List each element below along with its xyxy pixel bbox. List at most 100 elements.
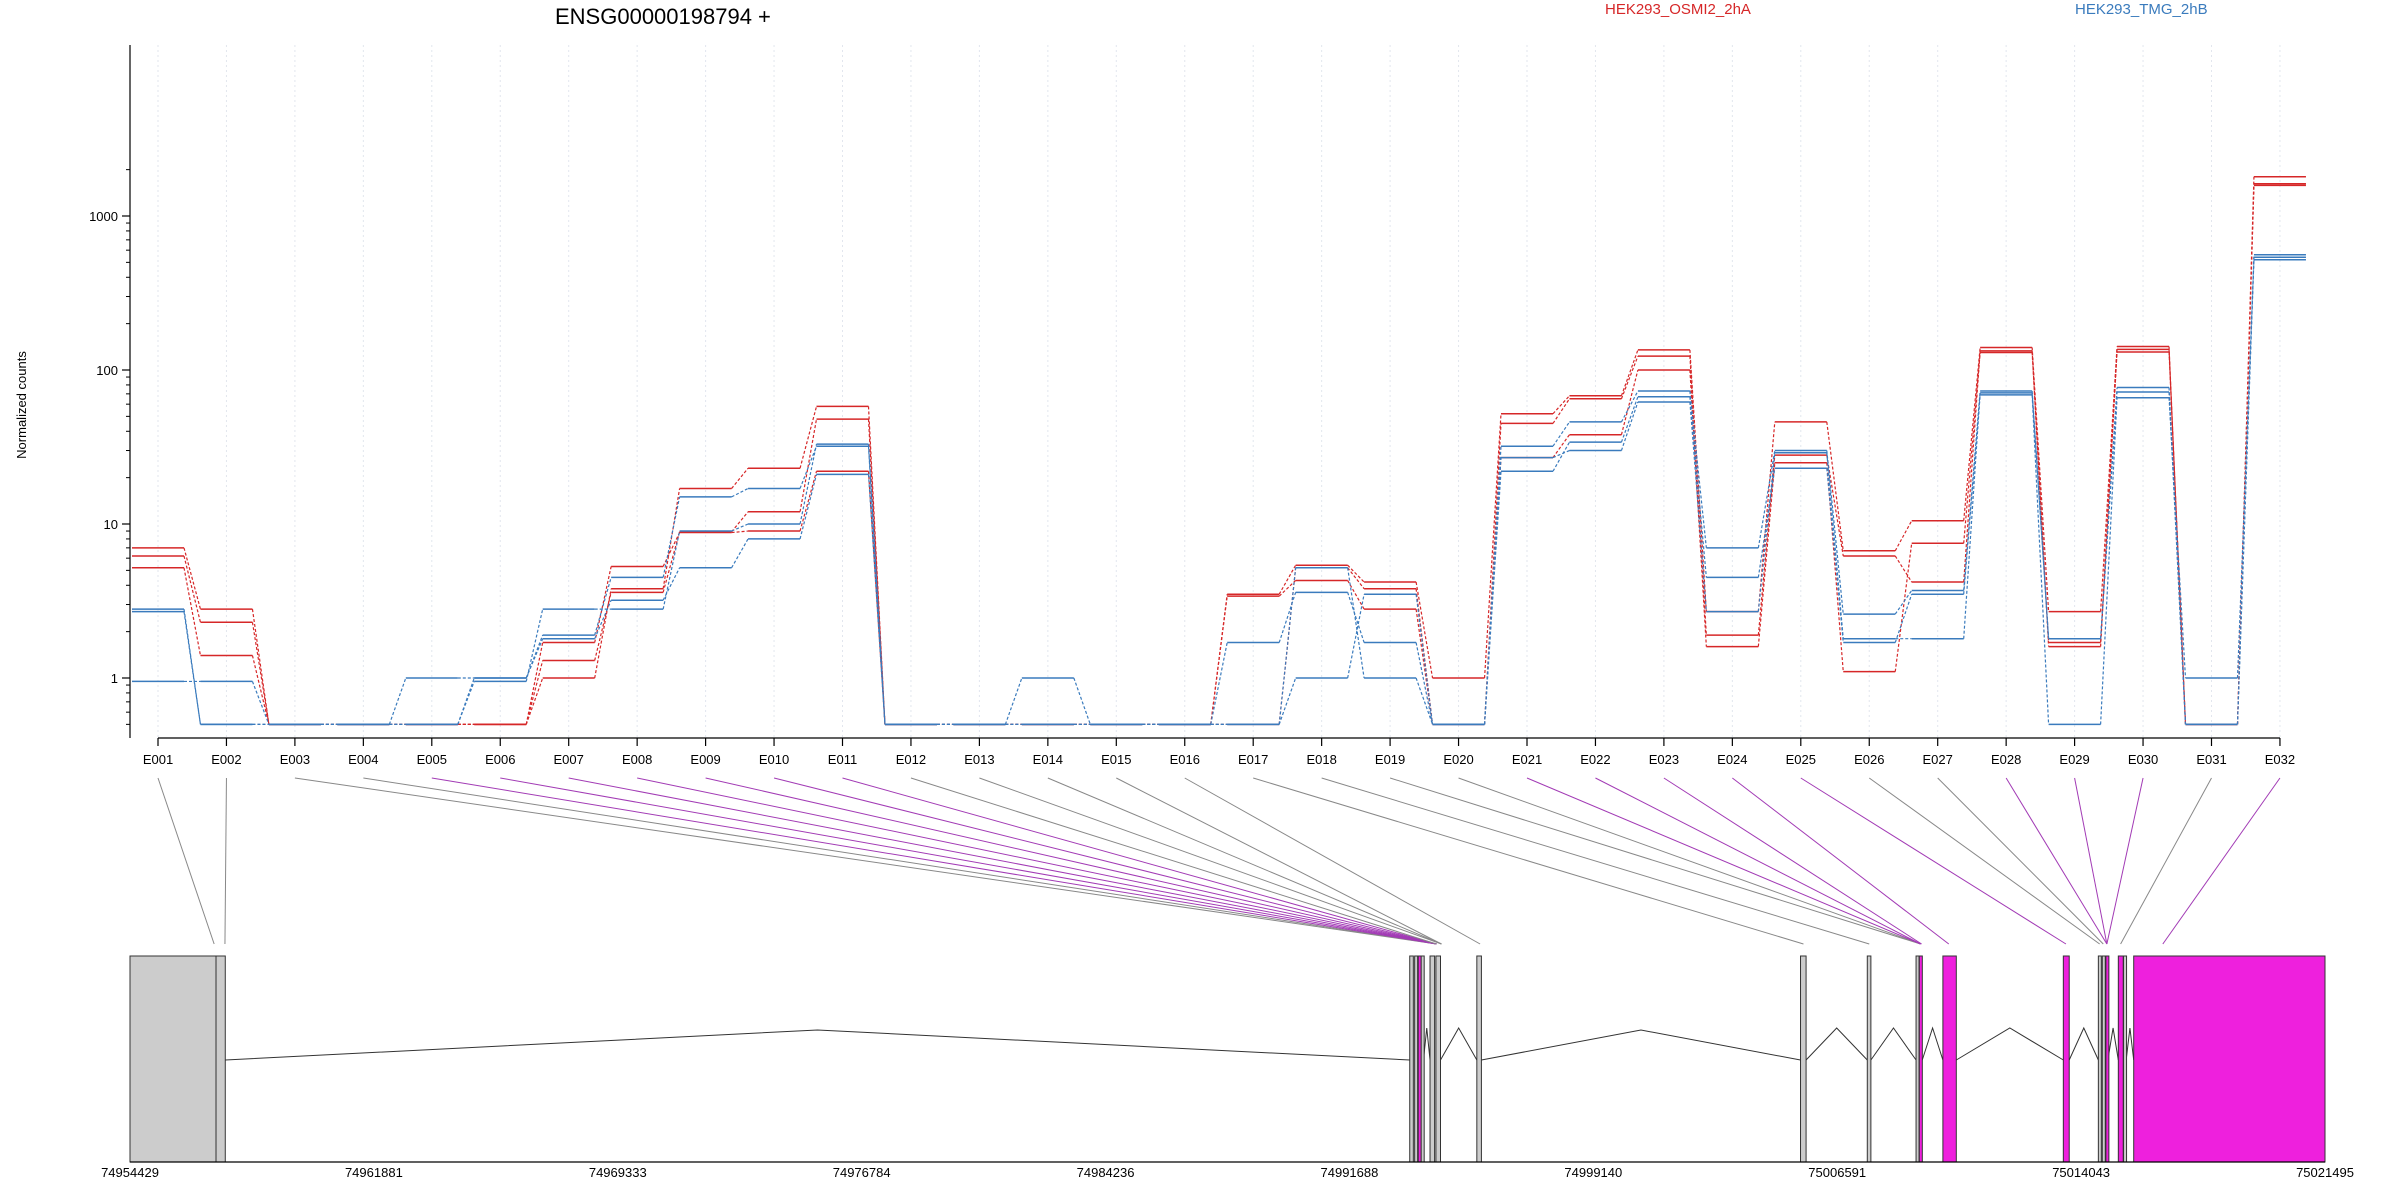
genomic-coordinate-label: 74954429: [101, 1165, 159, 1180]
x-tick-label: E031: [2196, 752, 2226, 767]
x-tick-label: E029: [2059, 752, 2089, 767]
series-lines: [132, 175, 2306, 726]
x-tick-label: E018: [1306, 752, 1336, 767]
exon-block: [2101, 955, 2106, 1163]
x-tick-label: E001: [143, 752, 173, 767]
x-tick-label: E030: [2128, 752, 2158, 767]
series-steps: [132, 184, 2306, 726]
genomic-coordinate-label: 74991688: [1321, 1165, 1379, 1180]
series-transitions: [183, 257, 2255, 725]
exon-connector: [842, 777, 1437, 945]
exon-block: [1476, 955, 1482, 1163]
exon-block: [2133, 955, 2326, 1163]
exon-connector: [1732, 777, 1950, 945]
x-tick-label: E022: [1580, 752, 1610, 767]
series-steps: [132, 254, 2306, 726]
x-tick-label: E021: [1512, 752, 1542, 767]
intron: [1481, 1029, 1801, 1061]
exon-connector: [2162, 777, 2281, 945]
genomic-coordinate-label: 75021495: [2296, 1165, 2354, 1180]
chart-title: ENSG00000198794 +: [555, 4, 771, 29]
exon-block: [1409, 955, 1414, 1163]
series-steps: [132, 256, 2306, 726]
exon-block: [129, 955, 217, 1163]
exon-connector: [294, 777, 1437, 945]
series-transitions: [183, 183, 2255, 725]
axes: 1 10 100 1000 E001 E002 E003 E004 E005 E006 E007 E0…: [89, 45, 2295, 767]
legend-label-osmi2: HEK293_OSMI2_2hA: [1605, 1, 1751, 18]
exon-block: [1414, 955, 1419, 1163]
series-transitions: [183, 185, 2255, 725]
x-tick-label: E028: [1991, 752, 2021, 767]
x-tick-label: E007: [554, 752, 584, 767]
genomic-coordinate-label: 74961881: [345, 1165, 403, 1180]
intron: [2107, 1027, 2119, 1061]
x-tick-label: E008: [622, 752, 652, 767]
x-tick-label: E015: [1101, 752, 1131, 767]
genomic-coordinate-label: 74984236: [1077, 1165, 1135, 1180]
exon-connector: [773, 777, 1437, 945]
exon-connector: [431, 777, 1437, 945]
y-tick-label: 1000: [89, 209, 118, 224]
x-tick-label: E023: [1649, 752, 1679, 767]
exon-block: [2123, 955, 2128, 1163]
exon-connector: [1253, 777, 1804, 945]
x-tick-label: E009: [690, 752, 720, 767]
genomic-coordinate-label: 74969333: [589, 1165, 647, 1180]
x-tick-label: E003: [280, 752, 310, 767]
exon-connector: [1868, 777, 2100, 945]
series-steps: [132, 182, 2306, 726]
exon-connector: [1389, 777, 1921, 945]
intron: [1805, 1027, 1868, 1061]
exon-block: [2105, 955, 2110, 1163]
intron: [2068, 1026, 2099, 1061]
exon-connector: [1184, 777, 1481, 945]
intron: [2125, 1027, 2135, 1061]
exon-connector: [224, 777, 227, 945]
x-tick-label: E032: [2265, 752, 2295, 767]
exon-block: [215, 955, 226, 1163]
series-transitions: [183, 254, 2255, 725]
exon-connector: [2074, 777, 2108, 945]
exon-block: [1800, 955, 1807, 1163]
genomic-coordinate-label: 74999140: [1564, 1165, 1622, 1180]
exon-block: [1435, 955, 1442, 1163]
series-steps: [132, 175, 2306, 726]
x-tick-label: E005: [417, 752, 447, 767]
y-tick-label: 100: [96, 363, 118, 378]
x-tick-label: E017: [1238, 752, 1268, 767]
exon-connector: [1321, 777, 1870, 945]
exon-connector: [1937, 777, 2104, 945]
exon-connector: [500, 777, 1437, 945]
exon-connector: [1526, 777, 1921, 945]
legend-label-tmg: HEK293_TMG_2hB: [2075, 1, 2208, 18]
intron: [1870, 1027, 1917, 1061]
exon-block: [2097, 955, 2102, 1163]
x-tick-label: E027: [1923, 752, 1953, 767]
x-tick-label: E024: [1717, 752, 1747, 767]
genomic-coordinate-label: 75014043: [2052, 1165, 2110, 1180]
exon-connector: [1458, 777, 1921, 945]
x-tick-label: E014: [1033, 752, 1063, 767]
exon-connectors: [157, 777, 2281, 945]
x-tick-label: E004: [348, 752, 378, 767]
exon-connector: [1595, 777, 1921, 945]
x-tick-label: E006: [485, 752, 515, 767]
exon-connector: [1800, 777, 2067, 945]
exon-block: [1420, 955, 1425, 1163]
x-tick-label: E011: [828, 752, 857, 767]
exon-block: [1942, 955, 1957, 1163]
exon-connector: [1047, 777, 1442, 945]
y-axis-label: Normalized counts: [14, 351, 29, 459]
x-tick-label: E002: [211, 752, 241, 767]
exon-connector: [705, 777, 1437, 945]
gridlines: [157, 45, 2281, 738]
intron: [225, 1029, 1410, 1061]
exon-connector: [157, 777, 215, 945]
y-tick-label: 1: [111, 671, 118, 686]
exon-connector: [637, 777, 1437, 945]
exon-connector: [2120, 777, 2212, 945]
exon-connector: [2106, 777, 2144, 945]
